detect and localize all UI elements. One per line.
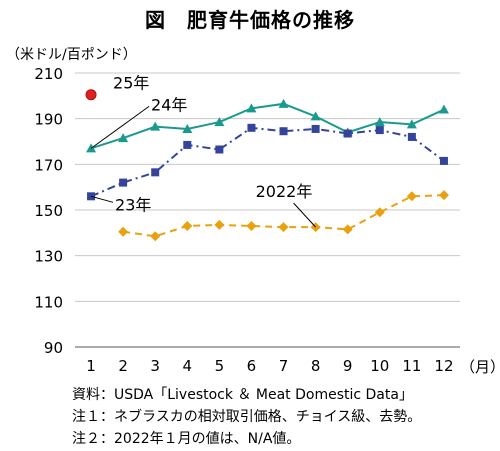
data-point xyxy=(406,119,417,129)
data-point xyxy=(279,127,288,136)
x-tick-label: 9 xyxy=(343,357,353,375)
x-tick-label: 12 xyxy=(434,357,453,375)
x-tick-label: 5 xyxy=(215,357,225,375)
series-label-leader xyxy=(90,105,150,149)
data-point xyxy=(85,89,97,101)
x-tick-label: 6 xyxy=(247,357,257,375)
note-2: 注２：2022年１月の値は、N/A値。 xyxy=(72,431,301,447)
y-tick-label: 170 xyxy=(34,156,63,174)
data-point xyxy=(150,231,161,242)
x-tick-label: 4 xyxy=(183,357,193,375)
y-axis-label: （米ドル/百ポンド） xyxy=(6,47,137,63)
y-tick-label: 90 xyxy=(44,339,63,357)
series-line xyxy=(90,102,445,150)
x-tick-label: 10 xyxy=(370,357,389,375)
data-point xyxy=(343,129,352,138)
data-point xyxy=(182,123,193,133)
x-tick-label: 11 xyxy=(402,357,421,375)
note-1: 注１：ネブラスカの相対取引価格、チョイス級、去勢。 xyxy=(72,409,422,425)
series-label: 23年 xyxy=(115,195,151,214)
data-point xyxy=(439,156,448,165)
series-25年 xyxy=(85,89,97,101)
series-label: 24年 xyxy=(151,95,187,114)
series-label: 2022年 xyxy=(256,182,313,201)
x-tick-label: 7 xyxy=(279,357,289,375)
data-point xyxy=(246,220,257,231)
series-line xyxy=(90,126,445,198)
data-point xyxy=(118,226,129,237)
data-point xyxy=(150,121,161,131)
data-point xyxy=(342,224,353,235)
x-tick-label: 1 xyxy=(86,357,96,375)
data-point xyxy=(311,124,320,133)
data-point xyxy=(278,98,289,108)
y-tick-label: 150 xyxy=(34,202,63,220)
data-point xyxy=(375,126,384,135)
data-point xyxy=(406,191,417,202)
data-point xyxy=(215,145,224,154)
data-point xyxy=(151,168,160,177)
data-point xyxy=(118,133,129,143)
series-24年 xyxy=(86,98,449,153)
source-note: 資料：USDA「Livestock ＆ Meat Domestic Data」 xyxy=(72,387,413,403)
data-point xyxy=(119,178,128,187)
series-label-leader xyxy=(90,195,114,203)
series-label-leader xyxy=(293,202,316,228)
data-point xyxy=(310,111,321,121)
x-axis-unit: （月） xyxy=(460,358,500,376)
x-tick-label: 2 xyxy=(118,357,128,375)
data-point xyxy=(246,103,257,113)
data-point xyxy=(214,117,225,127)
y-tick-label: 110 xyxy=(34,293,63,311)
y-tick-label: 130 xyxy=(34,248,63,266)
data-point xyxy=(278,222,289,233)
series-label: 25年 xyxy=(113,74,149,93)
data-point xyxy=(438,104,449,114)
data-point xyxy=(374,117,385,127)
chart-title: 図 肥育牛価格の推移 xyxy=(145,8,355,32)
data-point xyxy=(182,220,193,231)
series-2022年 xyxy=(118,190,449,242)
x-tick-label: 3 xyxy=(150,357,160,375)
notes: 資料：USDA「Livestock ＆ Meat Domestic Data」 … xyxy=(72,384,421,450)
x-tick-label: 8 xyxy=(311,357,321,375)
data-point xyxy=(407,132,416,141)
data-point xyxy=(374,207,385,218)
data-point xyxy=(183,140,192,149)
data-point xyxy=(247,123,256,132)
y-tick-label: 190 xyxy=(34,111,63,129)
y-tick-label: 210 xyxy=(34,65,63,83)
data-point xyxy=(214,219,225,230)
data-point xyxy=(438,190,449,201)
